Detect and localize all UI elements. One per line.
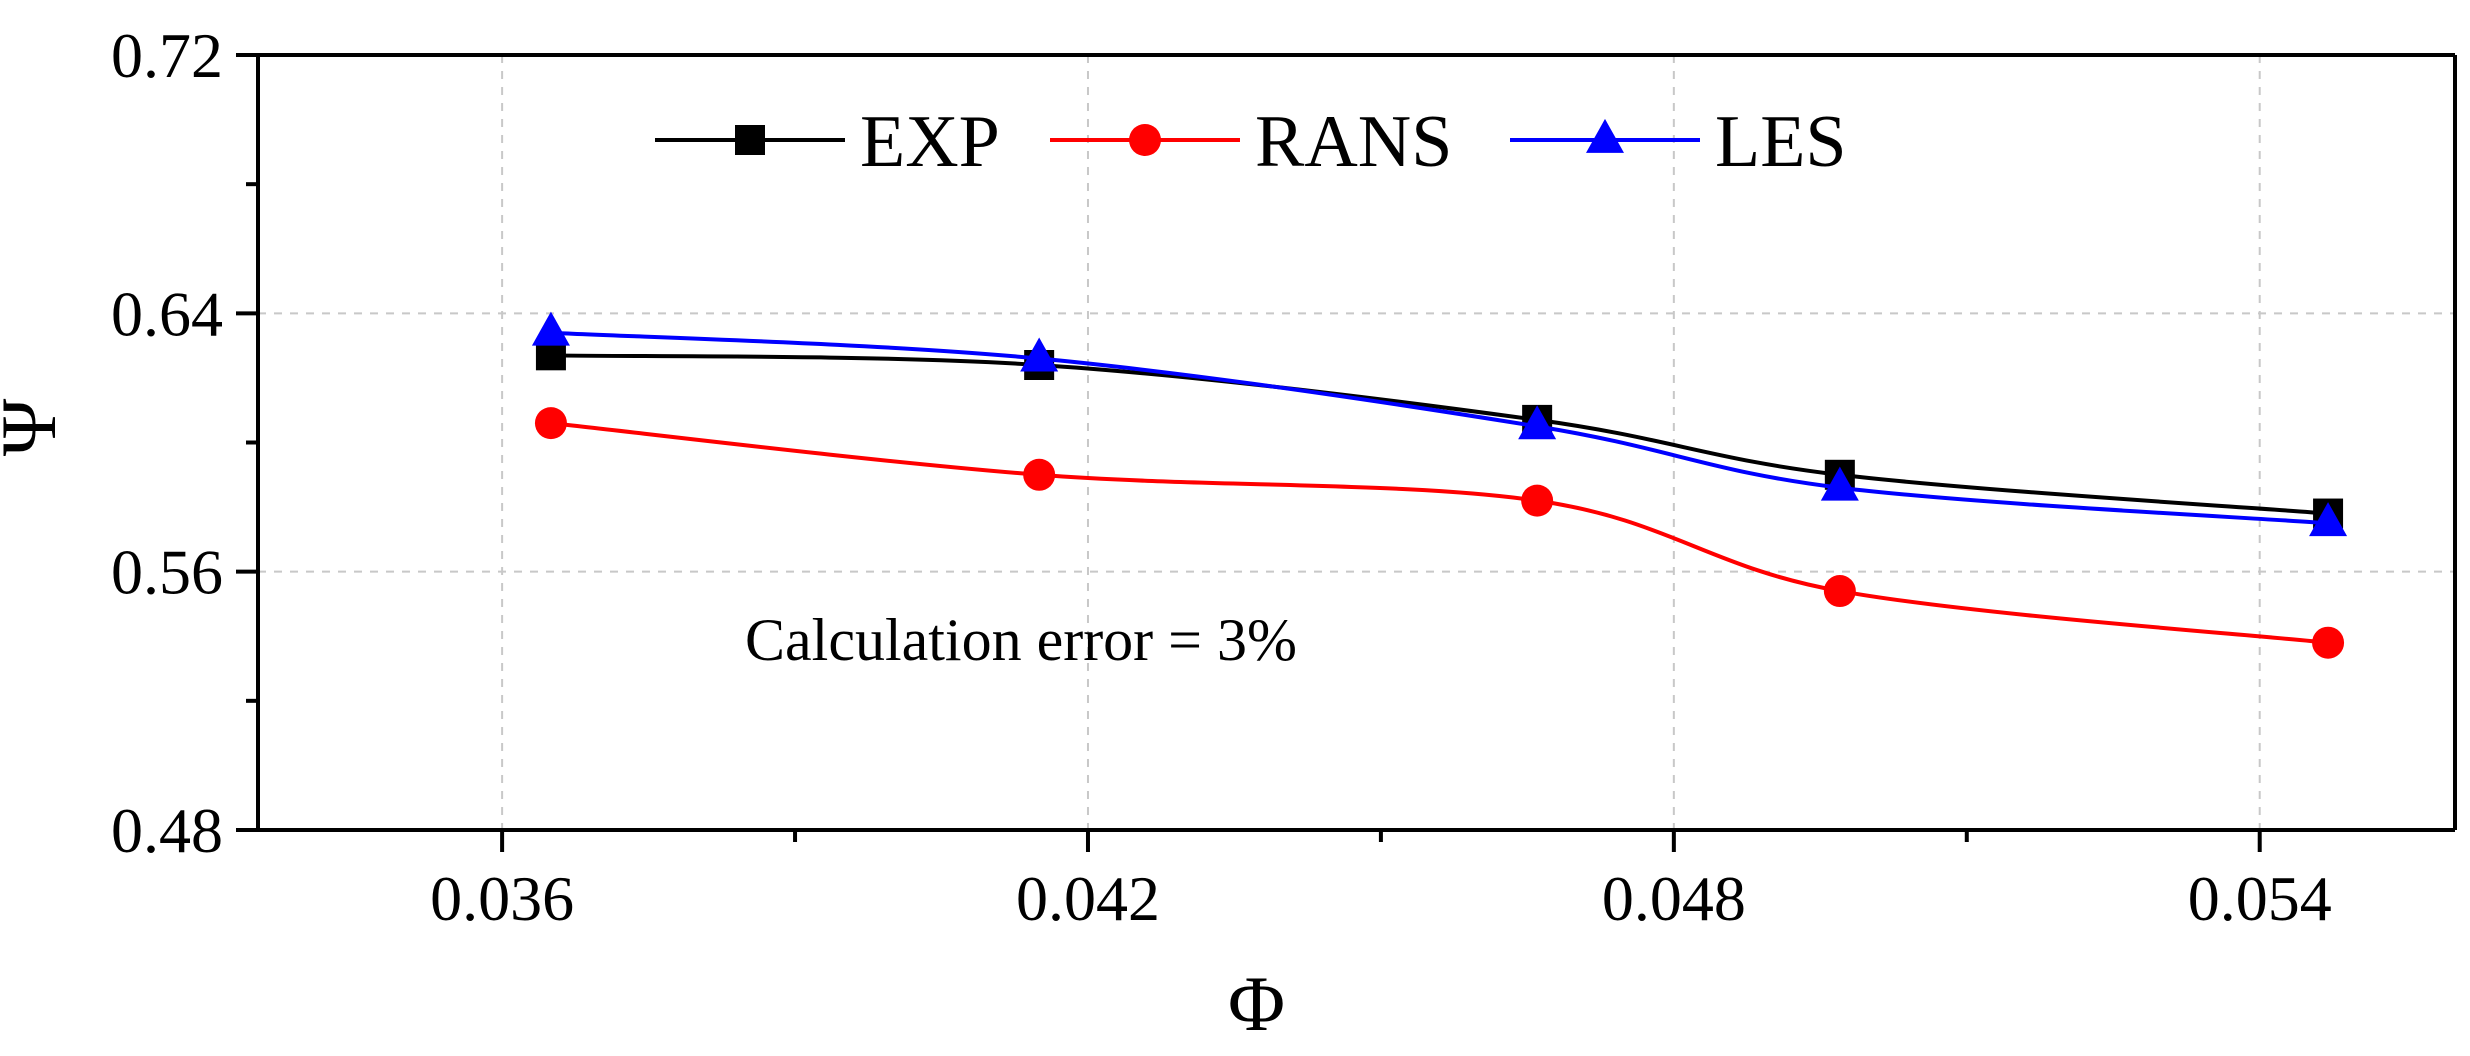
- legend-marker-rans: [1129, 124, 1161, 156]
- series-les: [531, 311, 2348, 537]
- series-line-rans: [550, 421, 2329, 645]
- y-tick-label: 0.64: [111, 278, 223, 349]
- data-point-les: [2309, 502, 2348, 537]
- calculation-error-annotation: Calculation error = 3%: [745, 607, 1297, 673]
- series-layer: [531, 311, 2348, 659]
- x-tick-label: 0.042: [1016, 863, 1160, 934]
- series-line-les: [550, 330, 2329, 526]
- y-tick-label: 0.56: [111, 537, 223, 608]
- y-tick-label: 0.48: [111, 795, 223, 866]
- legend-label-les: LES: [1715, 101, 1847, 183]
- x-tick-label: 0.054: [2188, 863, 2332, 934]
- data-point-les: [1820, 466, 1859, 501]
- legend-marker-les: [1586, 118, 1624, 153]
- legend-marker-shape-les: [1586, 118, 1624, 153]
- data-point-rans: [1823, 575, 1856, 608]
- x-axis-title: Φ: [1228, 960, 1285, 1047]
- legend-marker-exp: [735, 125, 765, 155]
- y-tick-label: 0.72: [111, 20, 223, 91]
- series-rans: [534, 407, 2345, 659]
- legend-item-rans: RANS: [1050, 101, 1452, 183]
- y-axis-title: Ψ: [0, 398, 72, 456]
- legend-label-rans: RANS: [1255, 101, 1452, 183]
- data-point-rans: [2312, 626, 2345, 659]
- legend-label-exp: EXP: [860, 101, 1000, 183]
- legend: EXP RANS LES: [655, 101, 1847, 183]
- data-point-rans: [534, 407, 567, 440]
- data-point-rans: [1521, 484, 1554, 517]
- ticks-layer: 0.036 0.042 0.048 0.054 0.48 0.56 0.64 0.72: [111, 20, 2332, 934]
- legend-item-exp: EXP: [655, 101, 1000, 183]
- series-line-exp: [550, 353, 2329, 516]
- legend-marker-shape-rans: [1129, 124, 1161, 156]
- x-tick-label: 0.036: [430, 863, 574, 934]
- data-point-les: [1518, 405, 1557, 440]
- grid-layer: [258, 55, 2455, 830]
- data-point-les: [1020, 337, 1059, 372]
- x-tick-label: 0.048: [1602, 863, 1746, 934]
- legend-marker-shape-exp: [735, 125, 765, 155]
- legend-item-les: LES: [1510, 101, 1847, 183]
- series-exp: [535, 340, 2344, 529]
- data-point-rans: [1023, 458, 1056, 491]
- data-point-les: [531, 311, 570, 346]
